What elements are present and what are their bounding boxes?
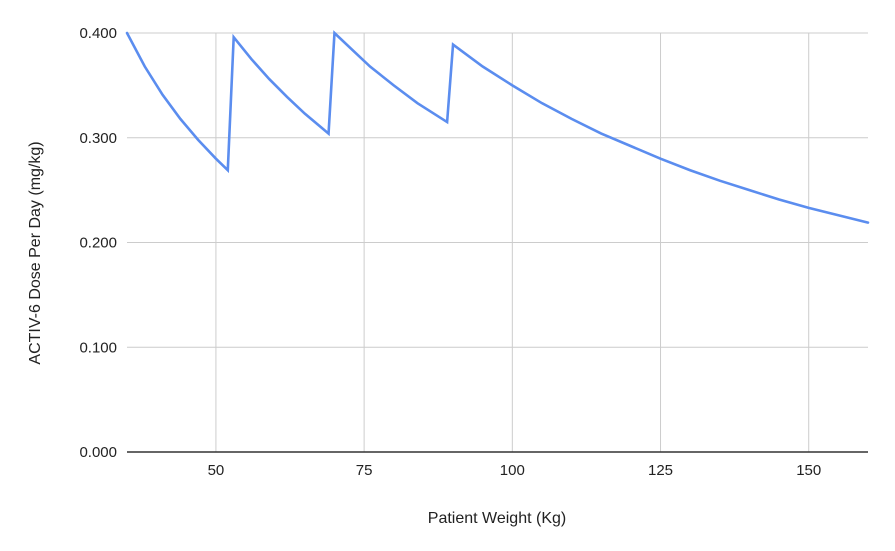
y-tick-label: 0.100 (79, 339, 117, 356)
x-tick-label: 125 (648, 462, 673, 479)
series-line (125, 30, 870, 224)
y-tick-label: 0.400 (79, 25, 117, 42)
series (125, 30, 870, 224)
x-axis-title: Patient Weight (Kg) (428, 510, 566, 527)
x-tick-label: 150 (796, 462, 821, 479)
y-tick-label: 0.200 (79, 235, 117, 252)
x-tick-label: 100 (500, 462, 525, 479)
y-axis-title: ACTIV-6 Dose Per Day (mg/kg) (27, 141, 44, 364)
gridlines (127, 32, 868, 452)
tick-labels: 0.000 0.100 0.200 0.300 0.400 50 75 100 125 150 (79, 25, 821, 479)
x-tick-label: 75 (356, 462, 373, 479)
x-tick-label: 50 (208, 462, 225, 479)
y-tick-label: 0.300 (79, 130, 117, 147)
y-tick-label: 0.000 (79, 444, 117, 461)
